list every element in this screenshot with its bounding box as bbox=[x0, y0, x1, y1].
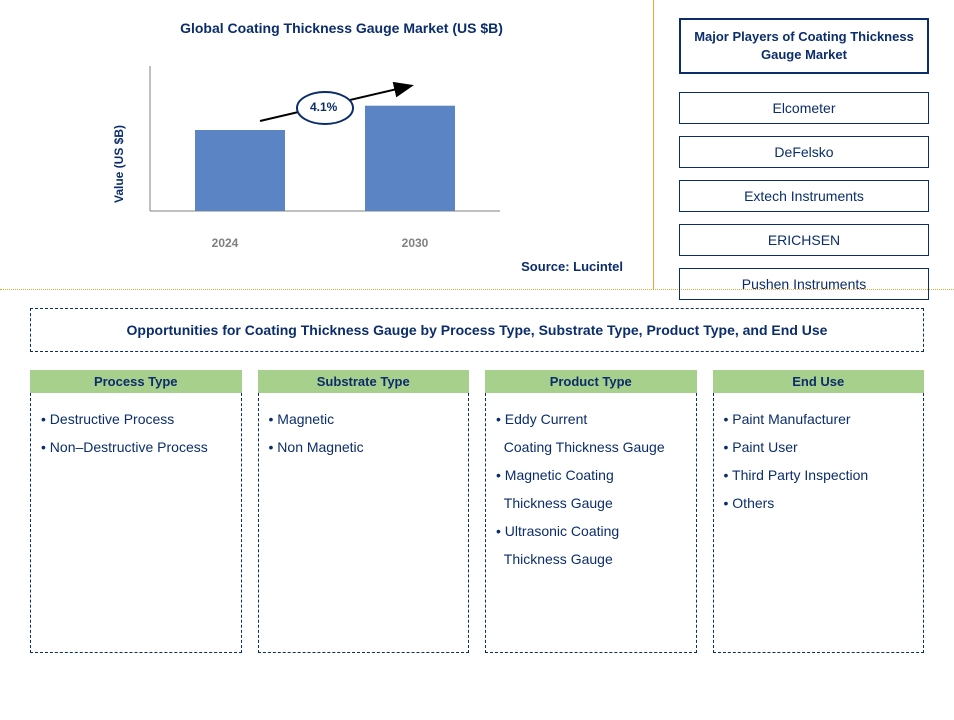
player-item: DeFelsko bbox=[679, 136, 929, 168]
list-item: • Non Magnetic bbox=[269, 433, 459, 461]
x-label-0: 2024 bbox=[130, 236, 320, 250]
chart-title: Global Coating Thickness Gauge Market (U… bbox=[40, 20, 643, 36]
bar-chart-svg bbox=[130, 56, 510, 236]
list-item: Thickness Gauge bbox=[496, 489, 686, 517]
column-header: End Use bbox=[713, 370, 925, 393]
player-item: Elcometer bbox=[679, 92, 929, 124]
player-item: ERICHSEN bbox=[679, 224, 929, 256]
column-header: Process Type bbox=[30, 370, 242, 393]
column-body: • Magnetic• Non Magnetic bbox=[258, 393, 470, 653]
players-list: Elcometer DeFelsko Extech Instruments ERICH… bbox=[679, 92, 929, 300]
opportunity-column: Process Type• Destructive Process• Non–D… bbox=[30, 370, 242, 653]
players-title: Major Players of Coating Thickness Gauge… bbox=[679, 18, 929, 74]
x-axis-labels: 2024 2030 bbox=[130, 236, 510, 250]
list-item: Thickness Gauge bbox=[496, 545, 686, 573]
list-item: • Destructive Process bbox=[41, 405, 231, 433]
list-item: • Magnetic bbox=[269, 405, 459, 433]
opportunities-section: Opportunities for Coating Thickness Gaug… bbox=[0, 290, 954, 671]
column-body: • Destructive Process• Non–Destructive P… bbox=[30, 393, 242, 653]
column-header: Product Type bbox=[485, 370, 697, 393]
list-item: Coating Thickness Gauge bbox=[496, 433, 686, 461]
y-axis-label: Value (US $B) bbox=[112, 125, 126, 203]
growth-rate-label: 4.1% bbox=[310, 100, 337, 114]
chart-area: Value (US $B) 4.1% bbox=[130, 56, 510, 236]
players-panel: Major Players of Coating Thickness Gauge… bbox=[654, 0, 954, 289]
source-label: Source: Lucintel bbox=[521, 259, 623, 274]
opportunity-column: Product Type• Eddy Current Coating Thick… bbox=[485, 370, 697, 653]
opportunities-title: Opportunities for Coating Thickness Gaug… bbox=[30, 308, 924, 352]
list-item: • Others bbox=[724, 489, 914, 517]
list-item: • Eddy Current bbox=[496, 405, 686, 433]
list-item: • Ultrasonic Coating bbox=[496, 517, 686, 545]
x-label-1: 2030 bbox=[320, 236, 510, 250]
column-body: • Eddy Current Coating Thickness Gauge• … bbox=[485, 393, 697, 653]
player-item: Pushen Instruments bbox=[679, 268, 929, 300]
list-item: • Third Party Inspection bbox=[724, 461, 914, 489]
column-header: Substrate Type bbox=[258, 370, 470, 393]
list-item: • Paint Manufacturer bbox=[724, 405, 914, 433]
player-item: Extech Instruments bbox=[679, 180, 929, 212]
opportunity-column: End Use• Paint Manufacturer• Paint User•… bbox=[713, 370, 925, 653]
bar-2024 bbox=[195, 130, 285, 211]
bar-2030 bbox=[365, 106, 455, 211]
column-body: • Paint Manufacturer• Paint User• Third … bbox=[713, 393, 925, 653]
chart-panel: Global Coating Thickness Gauge Market (U… bbox=[0, 0, 654, 289]
list-item: • Non–Destructive Process bbox=[41, 433, 231, 461]
opportunity-columns: Process Type• Destructive Process• Non–D… bbox=[30, 370, 924, 653]
list-item: • Paint User bbox=[724, 433, 914, 461]
list-item: • Magnetic Coating bbox=[496, 461, 686, 489]
opportunity-column: Substrate Type• Magnetic• Non Magnetic bbox=[258, 370, 470, 653]
top-section: Global Coating Thickness Gauge Market (U… bbox=[0, 0, 954, 290]
